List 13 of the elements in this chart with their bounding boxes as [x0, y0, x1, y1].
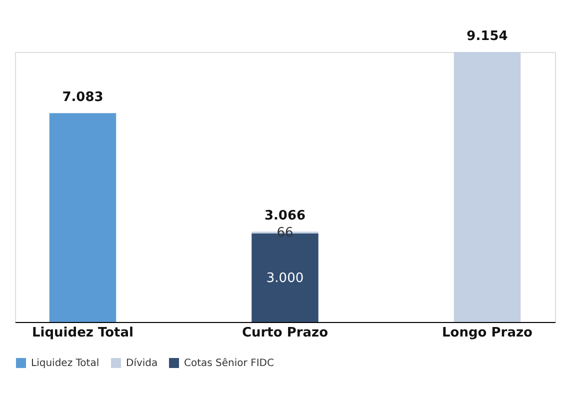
x-tick-label: Liquidez Total	[32, 326, 134, 340]
legend-label: Liquidez Total	[31, 358, 100, 369]
total-label: 9.154	[466, 29, 508, 44]
data-label: 3.000	[266, 270, 304, 286]
total-label: 7.083	[62, 90, 104, 106]
bar	[49, 113, 116, 322]
legend-label: Cotas Sênior FIDC	[184, 358, 274, 369]
x-tick-label: Longo Prazo	[442, 326, 533, 340]
bar	[454, 52, 521, 322]
legend-label: Dívida	[126, 358, 158, 369]
x-tick-label: Curto Prazo	[242, 326, 328, 340]
total-label: 3.066	[264, 208, 306, 224]
data-label: 66	[276, 226, 294, 241]
